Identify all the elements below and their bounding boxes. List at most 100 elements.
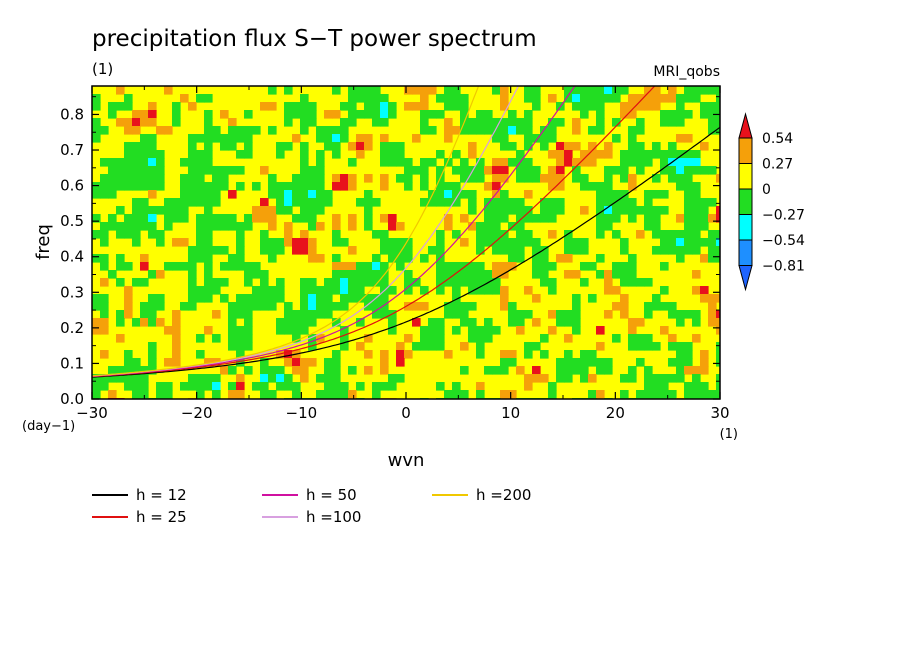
spectrum-cell <box>172 350 181 359</box>
spectrum-cell <box>308 286 317 295</box>
spectrum-cell <box>116 174 125 183</box>
spectrum-cell <box>116 158 125 167</box>
spectrum-cell <box>92 230 101 239</box>
spectrum-cell <box>300 158 309 167</box>
spectrum-cell <box>148 182 157 191</box>
spectrum-cell <box>596 326 605 335</box>
spectrum-cell <box>708 318 717 327</box>
spectrum-cell <box>652 150 661 159</box>
spectrum-cell <box>492 278 501 287</box>
spectrum-cell <box>580 238 589 247</box>
spectrum-cell <box>492 238 501 247</box>
spectrum-cell <box>500 166 509 175</box>
spectrum-cell <box>332 134 341 143</box>
spectrum-cell <box>700 222 709 231</box>
spectrum-cell <box>92 374 101 383</box>
spectrum-cell <box>196 286 205 295</box>
spectrum-cell <box>540 214 549 223</box>
spectrum-cell <box>652 222 661 231</box>
spectrum-cell <box>572 302 581 311</box>
spectrum-cell <box>268 222 277 231</box>
spectrum-cell <box>628 214 637 223</box>
spectrum-cell <box>540 270 549 279</box>
spectrum-cell <box>644 150 653 159</box>
spectrum-cell <box>500 238 509 247</box>
spectrum-cell <box>636 206 645 215</box>
spectrum-cell <box>236 246 245 255</box>
spectrum-cell <box>612 166 621 175</box>
spectrum-cell <box>148 270 157 279</box>
spectrum-cell <box>708 230 717 239</box>
spectrum-cell <box>148 118 157 127</box>
spectrum-cell <box>420 158 429 167</box>
spectrum-cell <box>292 182 301 191</box>
spectrum-cell <box>404 302 413 311</box>
spectrum-cell <box>164 382 173 391</box>
spectrum-cell <box>668 238 677 247</box>
spectrum-cell <box>476 158 485 167</box>
spectrum-cell <box>132 206 141 215</box>
spectrum-cell <box>356 94 365 103</box>
spectrum-cell <box>212 134 221 143</box>
spectrum-cell <box>356 342 365 351</box>
spectrum-cell <box>156 390 165 399</box>
spectrum-cell <box>636 318 645 327</box>
spectrum-cell <box>332 214 341 223</box>
spectrum-field <box>92 86 720 399</box>
spectrum-cell <box>380 350 389 359</box>
spectrum-cell <box>204 286 213 295</box>
spectrum-cell <box>132 158 141 167</box>
spectrum-cell <box>476 126 485 135</box>
spectrum-cell <box>124 214 133 223</box>
spectrum-cell <box>652 190 661 199</box>
spectrum-cell <box>532 166 541 175</box>
spectrum-cell <box>692 374 701 383</box>
spectrum-cell <box>388 326 397 335</box>
spectrum-cell <box>180 302 189 311</box>
spectrum-cell <box>620 270 629 279</box>
spectrum-cell <box>268 86 277 95</box>
spectrum-cell <box>460 342 469 351</box>
spectrum-cell <box>460 174 469 183</box>
spectrum-cell <box>436 286 445 295</box>
spectrum-cell <box>676 110 685 119</box>
colorbar-bottom-arrow <box>738 265 753 292</box>
spectrum-cell <box>596 102 605 111</box>
spectrum-cell <box>588 150 597 159</box>
spectrum-cell <box>452 198 461 207</box>
spectrum-cell <box>628 174 637 183</box>
spectrum-cell <box>436 182 445 191</box>
spectrum-cell <box>140 174 149 183</box>
colorbar-top-arrow <box>738 112 753 139</box>
spectrum-cell <box>564 94 573 103</box>
spectrum-cell <box>100 302 109 311</box>
spectrum-cell <box>524 206 533 215</box>
spectrum-cell <box>628 206 637 215</box>
spectrum-cell <box>300 310 309 319</box>
spectrum-cell <box>604 166 613 175</box>
spectrum-cell <box>460 278 469 287</box>
spectrum-cell <box>652 174 661 183</box>
spectrum-cell <box>716 102 720 111</box>
spectrum-cell <box>668 374 677 383</box>
spectrum-cell <box>652 390 661 399</box>
spectrum-cell <box>636 334 645 343</box>
spectrum-cell <box>556 158 565 167</box>
spectrum-cell <box>300 110 309 119</box>
spectrum-cell <box>188 142 197 151</box>
spectrum-cell <box>684 230 693 239</box>
spectrum-cell <box>628 334 637 343</box>
spectrum-cell <box>564 238 573 247</box>
spectrum-cell <box>348 158 357 167</box>
spectrum-cell <box>300 126 309 135</box>
spectrum-cell <box>380 278 389 287</box>
spectrum-cell <box>404 350 413 359</box>
y-axis-label: freq <box>33 224 54 260</box>
spectrum-cell <box>92 294 101 303</box>
spectrum-cell <box>292 238 301 247</box>
spectrum-cell <box>188 190 197 199</box>
spectrum-cell <box>468 190 477 199</box>
spectrum-cell <box>124 118 133 127</box>
spectrum-cell <box>228 382 237 391</box>
spectrum-cell <box>236 150 245 159</box>
